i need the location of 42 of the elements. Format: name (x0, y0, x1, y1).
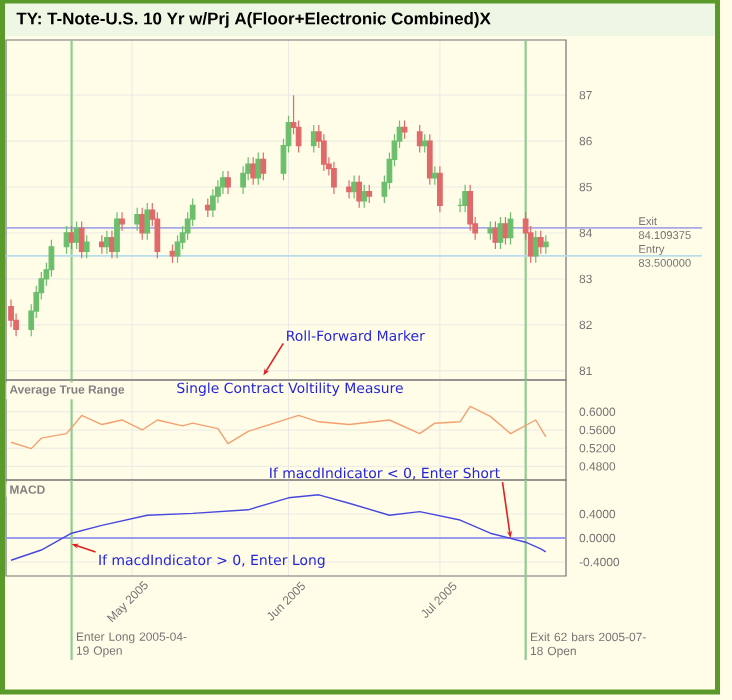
candlestick (109, 230, 115, 259)
candlestick (204, 197, 211, 218)
candlestick (114, 211, 120, 259)
candlestick (98, 234, 105, 255)
candlestick (104, 230, 110, 255)
candlestick (240, 165, 246, 195)
candlestick (401, 119, 408, 140)
candlestick (497, 216, 504, 250)
candlestick (542, 234, 549, 255)
candlestick (48, 239, 55, 278)
candlestick (320, 133, 327, 172)
candlestick (119, 211, 125, 232)
candlestick (209, 188, 216, 218)
candlestick (169, 243, 176, 264)
candlestick (68, 225, 75, 250)
candlestick (426, 133, 433, 186)
candlestick (366, 184, 373, 204)
candlestick (260, 151, 267, 181)
candlestick (351, 174, 357, 200)
candlestick (431, 165, 438, 186)
candlestick (532, 230, 539, 264)
candlestick (462, 184, 468, 213)
candlestick (225, 170, 231, 195)
candlestick (421, 133, 428, 154)
candlestick (416, 124, 423, 154)
chart-title: TY: T-Note-U.S. 10 Yr w/Prj A(Floor+Electronic Combined)X (16, 12, 491, 28)
candlestick (331, 161, 337, 195)
candlestick (310, 124, 317, 154)
candlestick (83, 234, 90, 259)
candlestick (437, 165, 443, 213)
candlestick (220, 170, 226, 195)
candlestick (537, 230, 544, 255)
candlestick (467, 184, 474, 232)
candlestick (78, 220, 85, 259)
line-series (10, 405, 547, 450)
candlestick (8, 298, 14, 328)
candlestick (361, 184, 368, 209)
candlestick (356, 174, 363, 209)
candlestick (487, 220, 494, 241)
candlestick (346, 179, 352, 200)
candlestick (154, 211, 161, 259)
candlestick (144, 202, 151, 241)
